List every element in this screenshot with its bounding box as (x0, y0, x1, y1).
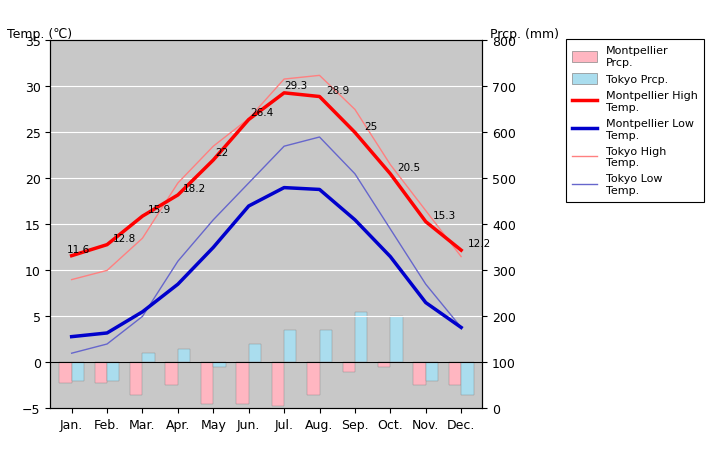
Text: 15.9: 15.9 (148, 205, 171, 215)
Text: Temp. (℃): Temp. (℃) (7, 28, 72, 40)
Bar (248, 344, 261, 363)
Text: Prcp. (mm): Prcp. (mm) (490, 28, 559, 40)
Bar (426, 363, 438, 381)
Bar (236, 363, 248, 404)
Bar (213, 363, 225, 367)
Text: 25: 25 (364, 122, 377, 131)
Bar (130, 363, 143, 395)
Bar (72, 363, 84, 381)
Bar (413, 363, 426, 386)
Bar (449, 363, 461, 386)
Text: 18.2: 18.2 (183, 184, 207, 194)
Text: 12.2: 12.2 (468, 239, 492, 249)
Bar (143, 353, 155, 363)
Text: 26.4: 26.4 (251, 108, 274, 118)
Text: 29.3: 29.3 (284, 81, 307, 91)
Bar (355, 312, 367, 363)
Legend: Montpellier
Prcp., Tokyo Prcp., Montpellier High
Temp., Montpellier Low
Temp., T: Montpellier Prcp., Tokyo Prcp., Montpell… (566, 39, 704, 202)
Bar (271, 363, 284, 406)
Bar (201, 363, 213, 404)
Text: 15.3: 15.3 (433, 211, 456, 220)
Bar (378, 363, 390, 367)
Bar (166, 363, 178, 386)
Text: 11.6: 11.6 (66, 245, 89, 254)
Bar (320, 330, 332, 363)
Bar (390, 317, 402, 363)
Bar (284, 330, 297, 363)
Bar (178, 349, 190, 363)
Bar (107, 363, 120, 381)
Text: 22: 22 (215, 148, 228, 158)
Bar (461, 363, 474, 395)
Bar (343, 363, 355, 372)
Text: 12.8: 12.8 (112, 234, 135, 243)
Text: 28.9: 28.9 (327, 86, 350, 95)
Text: 20.5: 20.5 (397, 163, 420, 173)
Bar (94, 363, 107, 383)
Bar (307, 363, 320, 395)
Bar (59, 363, 72, 383)
